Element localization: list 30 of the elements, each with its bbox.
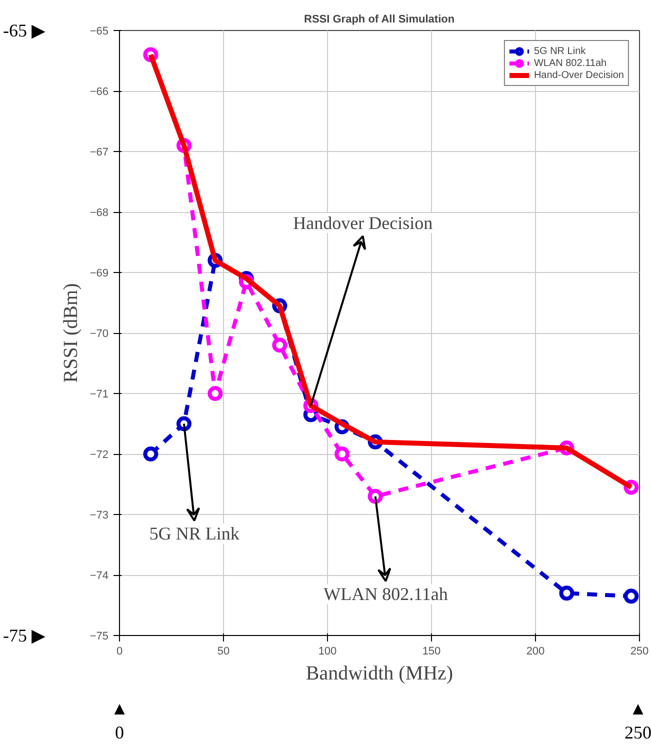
y-tick-label: −74 xyxy=(90,570,109,582)
annotation: Handover Decision xyxy=(293,213,433,234)
x-tick-label: 150 xyxy=(422,646,441,658)
chart-title: RSSI Graph of All Simulation xyxy=(304,14,455,26)
y-tick-label: −70 xyxy=(90,328,109,340)
y-tick-label: −71 xyxy=(90,388,109,400)
y-tick-label: −66 xyxy=(90,86,109,98)
y-tick-label: −73 xyxy=(90,510,109,522)
text: ▲ 250 xyxy=(624,698,651,742)
x-tick-label: 0 xyxy=(116,646,123,658)
y-tick-label: −67 xyxy=(90,146,109,158)
y-tick-label: −69 xyxy=(90,268,109,280)
legend-label: Hand-Over Decision xyxy=(534,69,624,81)
text: -75 ▶ xyxy=(3,626,46,646)
text: -65 ▶ xyxy=(3,20,46,40)
annotation: WLAN 802.11ah xyxy=(324,584,448,604)
y-axis-title: RSSI (dBm) xyxy=(60,283,82,383)
legend-label: 5G NR Link xyxy=(534,45,586,57)
x-tick-label: 250 xyxy=(630,646,649,658)
text: ▲ 0 xyxy=(110,698,128,742)
y-tick-label: −68 xyxy=(90,207,109,219)
x-tick-label: 200 xyxy=(526,646,545,658)
y-tick-label: −65 xyxy=(90,26,109,38)
x-tick-label: 50 xyxy=(217,646,230,658)
y-tick-label: −75 xyxy=(90,630,109,642)
x-axis-title: Bandwidth (MHz) xyxy=(306,662,454,684)
legend-label: WLAN 802.11ah xyxy=(534,57,607,69)
y-tick-label: −72 xyxy=(90,449,109,461)
x-tick-label: 100 xyxy=(318,646,337,658)
annotation: 5G NR Link xyxy=(149,524,240,544)
